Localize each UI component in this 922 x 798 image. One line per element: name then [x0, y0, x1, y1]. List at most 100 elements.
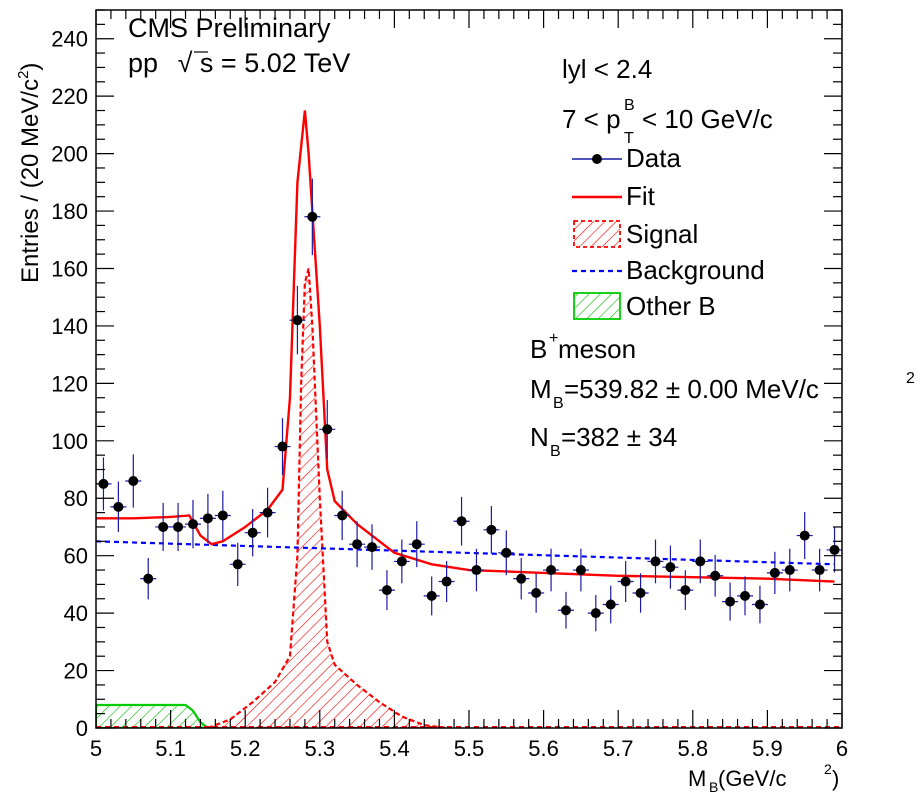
svg-text:M: M — [530, 374, 552, 404]
data-point — [632, 573, 649, 613]
svg-text:T: T — [624, 130, 634, 147]
legend-entry: Data — [572, 143, 681, 173]
data-point — [766, 551, 783, 595]
svg-text:M: M — [688, 766, 706, 791]
svg-text:Entries / (20 MeV/c2): Entries / (20 MeV/c2) — [15, 63, 44, 283]
y-tick-label: 100 — [51, 429, 88, 454]
fit-line — [96, 110, 835, 583]
data-point — [364, 524, 381, 570]
x-tick-label: 5.3 — [305, 736, 336, 761]
data-point — [751, 585, 768, 624]
rapidity-cut-label: lyl < 2.4 — [562, 54, 652, 84]
meson-label: B + meson — [530, 330, 636, 364]
svg-text:2: 2 — [824, 761, 832, 777]
data-point — [677, 570, 694, 611]
data-point — [692, 539, 709, 584]
y-tick-label: 20 — [64, 659, 88, 684]
data-point — [259, 487, 276, 538]
svg-text:B: B — [530, 334, 547, 364]
data-point — [408, 521, 425, 568]
legend-entry: Background — [572, 255, 765, 285]
x-tick-label: 5.4 — [379, 736, 410, 761]
data-point — [378, 570, 395, 611]
data-point — [781, 548, 798, 592]
svg-text:(GeV/c: (GeV/c — [718, 766, 786, 791]
experiment-label: CMS Preliminary — [128, 13, 331, 43]
data-point — [438, 561, 455, 603]
svg-text:=539.82 ± 0.00 MeV/c: =539.82 ± 0.00 MeV/c — [564, 374, 819, 404]
data-point — [468, 548, 485, 592]
svg-text:B: B — [553, 395, 564, 412]
data-point — [483, 505, 500, 554]
data-point — [214, 490, 231, 541]
legend-entry: Signal — [573, 219, 698, 249]
data-point — [647, 539, 664, 584]
x-tick-label: 6 — [836, 736, 848, 761]
data-point — [796, 512, 813, 560]
data-point — [110, 481, 127, 533]
data-point — [826, 527, 842, 573]
data-point — [811, 548, 828, 592]
y-tick-label: 60 — [64, 544, 88, 569]
yield-result-label: N B =382 ± 34 — [530, 422, 677, 460]
y-tick-label: 180 — [51, 199, 88, 224]
data-point — [587, 594, 604, 632]
y-axis-title: Entries / (20 MeV/c2) — [15, 63, 44, 283]
y-tick-label: 200 — [51, 142, 88, 167]
pt-cut-label: 7 < p B T < 10 GeV/c — [562, 97, 773, 147]
data-point — [602, 585, 619, 624]
y-tick-label: 80 — [64, 486, 88, 511]
data-point — [125, 454, 142, 508]
data-point — [423, 576, 440, 616]
x-tick-label: 5.7 — [603, 736, 634, 761]
data-point — [617, 561, 634, 603]
y-tick-label: 140 — [51, 314, 88, 339]
svg-text:7 < p: 7 < p — [562, 104, 621, 134]
data-point — [289, 285, 306, 355]
legend: Data Fit Signal Background Other B — [572, 143, 765, 321]
data-point — [319, 400, 336, 459]
energy-label: pp √ s = 5.02 TeV — [128, 48, 350, 78]
legend-label: Background — [626, 255, 765, 285]
data-point — [140, 557, 157, 600]
svg-text:B: B — [550, 443, 561, 460]
legend-label: Fit — [626, 181, 656, 211]
data-point — [229, 542, 246, 586]
svg-text:meson: meson — [558, 334, 636, 364]
x-tick-label: 5 — [90, 736, 102, 761]
legend-label: Other B — [626, 291, 716, 321]
data-point — [572, 548, 589, 592]
data-point — [274, 418, 291, 475]
y-tick-label: 220 — [51, 84, 88, 109]
data-point — [349, 521, 366, 568]
data-point — [513, 557, 530, 600]
data-point — [199, 493, 216, 543]
legend-label: Data — [626, 143, 681, 173]
data-point — [543, 548, 560, 592]
svg-text:N: N — [530, 422, 549, 452]
svg-text:< 10 GeV/c: < 10 GeV/c — [642, 104, 773, 134]
data-point — [737, 576, 754, 616]
data-point — [184, 499, 201, 549]
svg-text:=382 ± 34: =382 ± 34 — [561, 422, 677, 452]
data-point — [557, 591, 574, 629]
signal-area — [207, 268, 447, 728]
x-tick-label: 5.5 — [454, 736, 485, 761]
data-point — [170, 502, 187, 551]
svg-text:B: B — [709, 779, 718, 795]
data-point — [722, 582, 739, 621]
data-point — [304, 178, 321, 256]
x-tick-label: 5.2 — [230, 736, 261, 761]
svg-text:2: 2 — [906, 370, 915, 387]
data-point — [662, 545, 679, 589]
y-tick-label: 240 — [51, 27, 88, 52]
background-line — [96, 540, 835, 566]
data-point — [453, 496, 470, 546]
data-point — [498, 530, 515, 576]
data-point — [528, 573, 545, 613]
svg-text:+: + — [549, 330, 558, 347]
y-tick-label: 160 — [51, 256, 88, 281]
legend-entry: Other B — [573, 291, 716, 321]
y-tick-label: 40 — [64, 601, 88, 626]
